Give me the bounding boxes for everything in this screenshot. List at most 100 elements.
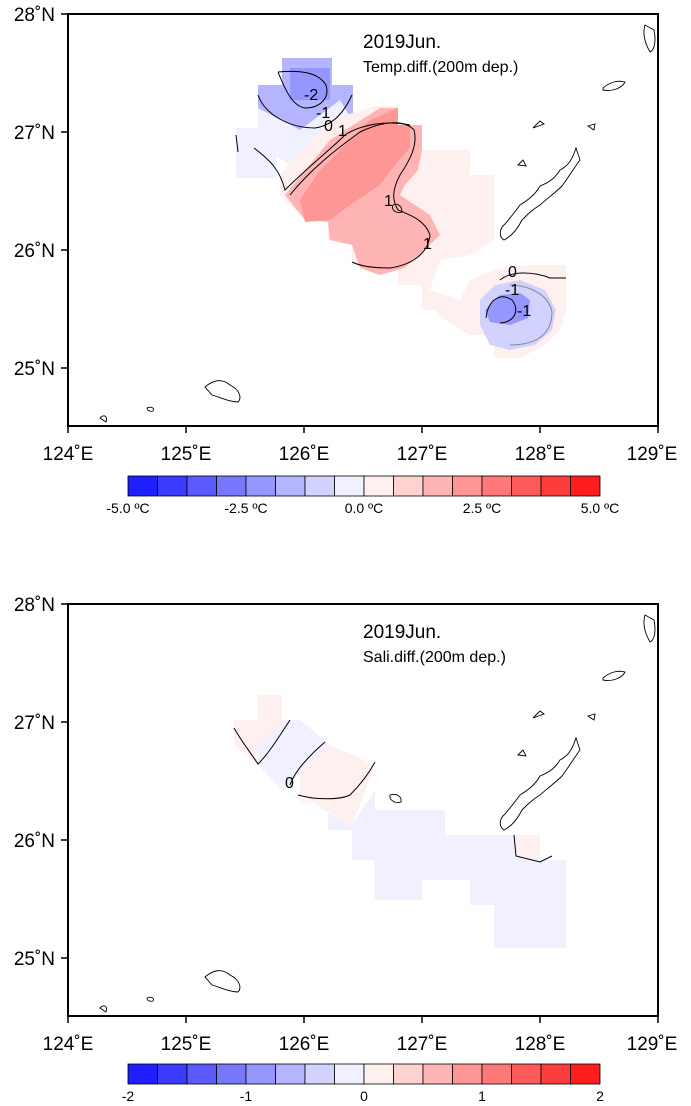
colorbar-label: 0.0 ºC xyxy=(345,500,384,516)
lat-tick-label: 25˚N xyxy=(14,359,55,380)
contour-line xyxy=(257,94,353,129)
colorbar-label: 1 xyxy=(478,1088,486,1104)
sali-coastlines xyxy=(99,614,656,1013)
colorbar-swatch xyxy=(540,475,571,497)
sali-shading xyxy=(234,695,566,948)
temp-contour-labels: -2 -1 0 1 1 1 0 -1 -1 xyxy=(304,87,531,320)
colorbar-label: -1 xyxy=(240,1088,253,1104)
colorbar-swatch xyxy=(393,1063,424,1085)
temp-colorbar-swatches xyxy=(127,475,601,497)
temp-coastlines xyxy=(99,24,656,423)
colorbar-swatch xyxy=(481,475,512,497)
contour-line xyxy=(289,122,431,269)
island-coast xyxy=(643,24,656,53)
sali-lat-labels: 28˚N 27˚N 26˚N 25˚N xyxy=(14,595,55,970)
colorbar-swatch xyxy=(511,475,542,497)
lat-tick-label: 28˚N xyxy=(14,5,55,26)
colorbar-swatch xyxy=(363,1063,394,1085)
lat-tick-label: 27˚N xyxy=(14,713,55,734)
island-coast xyxy=(586,123,596,131)
contour-line xyxy=(513,834,553,863)
sali-cell xyxy=(516,835,540,858)
lon-tick-label: 127˚E xyxy=(397,1034,448,1055)
island-coast xyxy=(602,80,626,91)
sali-cell xyxy=(258,695,282,720)
lon-tick-label: 124˚E xyxy=(43,1034,94,1055)
colorbar-swatch xyxy=(511,1063,542,1085)
contour-line xyxy=(233,719,291,765)
colorbar-label: 2.5 ºC xyxy=(463,500,502,516)
temp-map-panel: -2 -1 0 1 1 1 0 -1 -1 xyxy=(14,5,678,465)
island-coast xyxy=(99,415,107,423)
contour-line xyxy=(499,272,566,281)
temp-lon-labels: 124˚E 125˚E 126˚E 127˚E 128˚E 129˚E xyxy=(43,444,678,465)
temp-map-subtitle: Temp.diff.(200m dep.) xyxy=(363,59,518,76)
contour-label: -1 xyxy=(517,303,531,320)
colorbar-swatch xyxy=(216,475,247,497)
lat-tick-label: 27˚N xyxy=(14,123,55,144)
colorbar-swatch xyxy=(422,1063,453,1085)
sali-cell xyxy=(300,745,375,825)
colorbar-swatch xyxy=(245,475,276,497)
sali-map-frame xyxy=(67,603,659,1017)
contour-label: 1 xyxy=(384,193,393,210)
colorbar-swatch xyxy=(570,475,601,497)
island-coast xyxy=(146,996,154,1002)
colorbar-swatch xyxy=(452,1063,483,1085)
colorbar-swatch xyxy=(127,475,158,497)
temp-contours xyxy=(235,70,566,346)
colorbar-label: -5.0 ºC xyxy=(106,500,149,516)
island-coast xyxy=(532,710,545,719)
colorbar-label: 0 xyxy=(360,1088,368,1104)
colorbar-swatch xyxy=(452,475,483,497)
lat-tick-label: 26˚N xyxy=(14,831,55,852)
sali-map-title: 2019Jun. xyxy=(363,622,441,643)
okinawa-island-coast xyxy=(499,146,581,241)
miyako-island-coast xyxy=(204,380,241,403)
colorbar-swatch xyxy=(245,1063,276,1085)
sali-contours xyxy=(233,719,553,863)
okinawa-island-coast xyxy=(499,736,581,831)
contour-label: 0 xyxy=(285,775,294,792)
colorbar-label: -2 xyxy=(122,1088,135,1104)
lon-tick-label: 128˚E xyxy=(515,1034,566,1055)
contour-line xyxy=(277,70,328,109)
lon-tick-label: 129˚E xyxy=(627,1034,678,1055)
contour-line xyxy=(235,134,239,153)
contour-line xyxy=(297,761,376,800)
contour-label: -1 xyxy=(316,105,330,122)
lon-tick-label: 126˚E xyxy=(279,444,330,465)
contour-line xyxy=(509,284,553,346)
contour-label: -1 xyxy=(505,282,519,299)
sali-map-subtitle: Sali.diff.(200m dep.) xyxy=(363,649,506,666)
colorbar-swatch xyxy=(422,475,453,497)
colorbar-label: 2 xyxy=(596,1088,604,1104)
sali-map-panel: 0 124˚E 125˚E 126˚E 127˚E 128˚E xyxy=(14,595,678,1055)
island-coast xyxy=(392,203,403,213)
colorbar-swatch xyxy=(127,1063,158,1085)
lon-tick-label: 124˚E xyxy=(43,444,94,465)
contour-line xyxy=(289,741,326,786)
contour-label: 0 xyxy=(324,118,333,135)
colorbar-swatch xyxy=(275,1063,306,1085)
contour-line xyxy=(253,122,411,191)
colorbar-swatch xyxy=(570,1063,601,1085)
island-coast xyxy=(532,120,545,129)
island-coast xyxy=(517,159,527,167)
temp-map-frame xyxy=(67,13,659,427)
island-coast xyxy=(586,713,596,721)
colorbar-swatch xyxy=(157,1063,188,1085)
colorbar-swatch xyxy=(275,475,306,497)
colorbar-label: -2.5 ºC xyxy=(224,500,267,516)
temp-ticks xyxy=(61,13,659,433)
colorbar-swatch xyxy=(216,1063,247,1085)
sali-cell xyxy=(258,720,330,790)
colorbar-swatch xyxy=(157,475,188,497)
colorbar-swatch xyxy=(393,475,424,497)
island-coast xyxy=(99,1005,107,1013)
sali-lon-labels: 124˚E 125˚E 126˚E 127˚E 128˚E 129˚E xyxy=(43,1034,678,1055)
lon-tick-label: 125˚E xyxy=(161,444,212,465)
colorbar-swatch xyxy=(186,475,217,497)
colorbar-swatch xyxy=(304,475,335,497)
